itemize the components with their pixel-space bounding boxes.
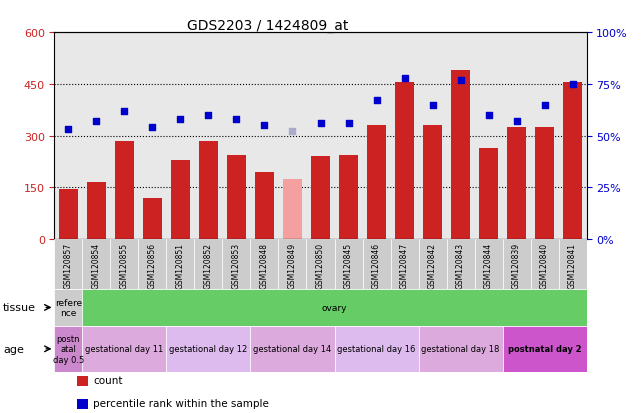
Text: count: count [93,375,122,385]
Text: percentile rank within the sample: percentile rank within the sample [93,398,269,408]
FancyBboxPatch shape [335,240,363,289]
Bar [479,148,498,240]
Text: GSM120840: GSM120840 [540,242,549,288]
FancyBboxPatch shape [306,240,335,289]
FancyBboxPatch shape [335,326,419,372]
Bar [451,71,470,240]
Bar [283,179,303,240]
Point [119,108,129,115]
Point [147,125,158,131]
FancyBboxPatch shape [167,240,194,289]
Bar [143,198,162,240]
FancyBboxPatch shape [110,240,138,289]
Text: GSM120844: GSM120844 [484,242,493,288]
Text: GSM120856: GSM120856 [148,242,157,288]
FancyBboxPatch shape [138,240,167,289]
Point [371,98,381,104]
FancyBboxPatch shape [83,289,587,326]
FancyBboxPatch shape [83,240,110,289]
FancyBboxPatch shape [503,326,587,372]
FancyBboxPatch shape [194,240,222,289]
FancyBboxPatch shape [251,240,278,289]
Bar [199,141,219,240]
FancyBboxPatch shape [54,289,83,326]
FancyBboxPatch shape [474,240,503,289]
Text: gestational day 18: gestational day 18 [421,344,500,354]
FancyBboxPatch shape [54,326,83,372]
Bar [395,83,414,240]
Text: GSM120841: GSM120841 [568,242,577,288]
FancyBboxPatch shape [419,326,503,372]
FancyBboxPatch shape [363,240,390,289]
Text: GSM120849: GSM120849 [288,242,297,288]
FancyBboxPatch shape [447,240,474,289]
Point [512,119,522,125]
Point [203,112,213,119]
Text: GSM120846: GSM120846 [372,242,381,288]
Point [399,75,410,82]
Bar [422,126,442,240]
Bar [367,126,387,240]
FancyBboxPatch shape [222,240,251,289]
FancyBboxPatch shape [390,240,419,289]
Point [63,127,74,133]
Text: GSM120853: GSM120853 [232,242,241,288]
Text: gestational day 16: gestational day 16 [337,344,416,354]
Text: GSM120848: GSM120848 [260,242,269,288]
Point [231,116,242,123]
Text: age: age [3,344,24,354]
FancyBboxPatch shape [83,326,167,372]
Bar [338,155,358,240]
Point [455,77,465,84]
Text: GSM120854: GSM120854 [92,242,101,288]
Bar [59,190,78,240]
FancyBboxPatch shape [54,240,83,289]
Text: GSM120852: GSM120852 [204,242,213,288]
Bar [311,157,330,240]
Bar [563,83,582,240]
Bar [227,155,246,240]
Point [428,102,438,109]
Bar [254,173,274,240]
Text: postnatal day 2: postnatal day 2 [508,344,581,354]
Text: GSM120850: GSM120850 [316,242,325,288]
Bar [87,183,106,240]
Bar [535,128,554,240]
Text: GSM120847: GSM120847 [400,242,409,288]
Text: gestational day 12: gestational day 12 [169,344,247,354]
Text: ovary: ovary [322,303,347,312]
Text: gestational day 11: gestational day 11 [85,344,163,354]
Bar [171,160,190,240]
FancyBboxPatch shape [419,240,447,289]
Text: GSM120845: GSM120845 [344,242,353,288]
Bar [507,128,526,240]
FancyBboxPatch shape [503,240,531,289]
Point [92,119,102,125]
Bar [115,141,134,240]
Text: GSM120851: GSM120851 [176,242,185,288]
FancyBboxPatch shape [278,240,306,289]
FancyBboxPatch shape [558,240,587,289]
Text: postn
atal
day 0.5: postn atal day 0.5 [53,334,84,364]
Text: gestational day 14: gestational day 14 [253,344,331,354]
Text: GSM120843: GSM120843 [456,242,465,288]
FancyBboxPatch shape [167,326,251,372]
FancyBboxPatch shape [531,240,558,289]
Point [483,112,494,119]
Point [260,123,270,129]
Point [315,121,326,127]
Point [344,121,354,127]
Point [176,116,186,123]
Text: GSM120842: GSM120842 [428,242,437,288]
Text: tissue: tissue [3,303,36,313]
Text: GSM120855: GSM120855 [120,242,129,288]
Text: GSM120857: GSM120857 [64,242,73,288]
Text: refere
nce: refere nce [55,298,82,317]
Text: GSM120839: GSM120839 [512,242,521,288]
Point [287,129,297,135]
Point [539,102,549,109]
Text: GDS2203 / 1424809_at: GDS2203 / 1424809_at [187,19,348,33]
FancyBboxPatch shape [251,326,335,372]
Point [567,81,578,88]
